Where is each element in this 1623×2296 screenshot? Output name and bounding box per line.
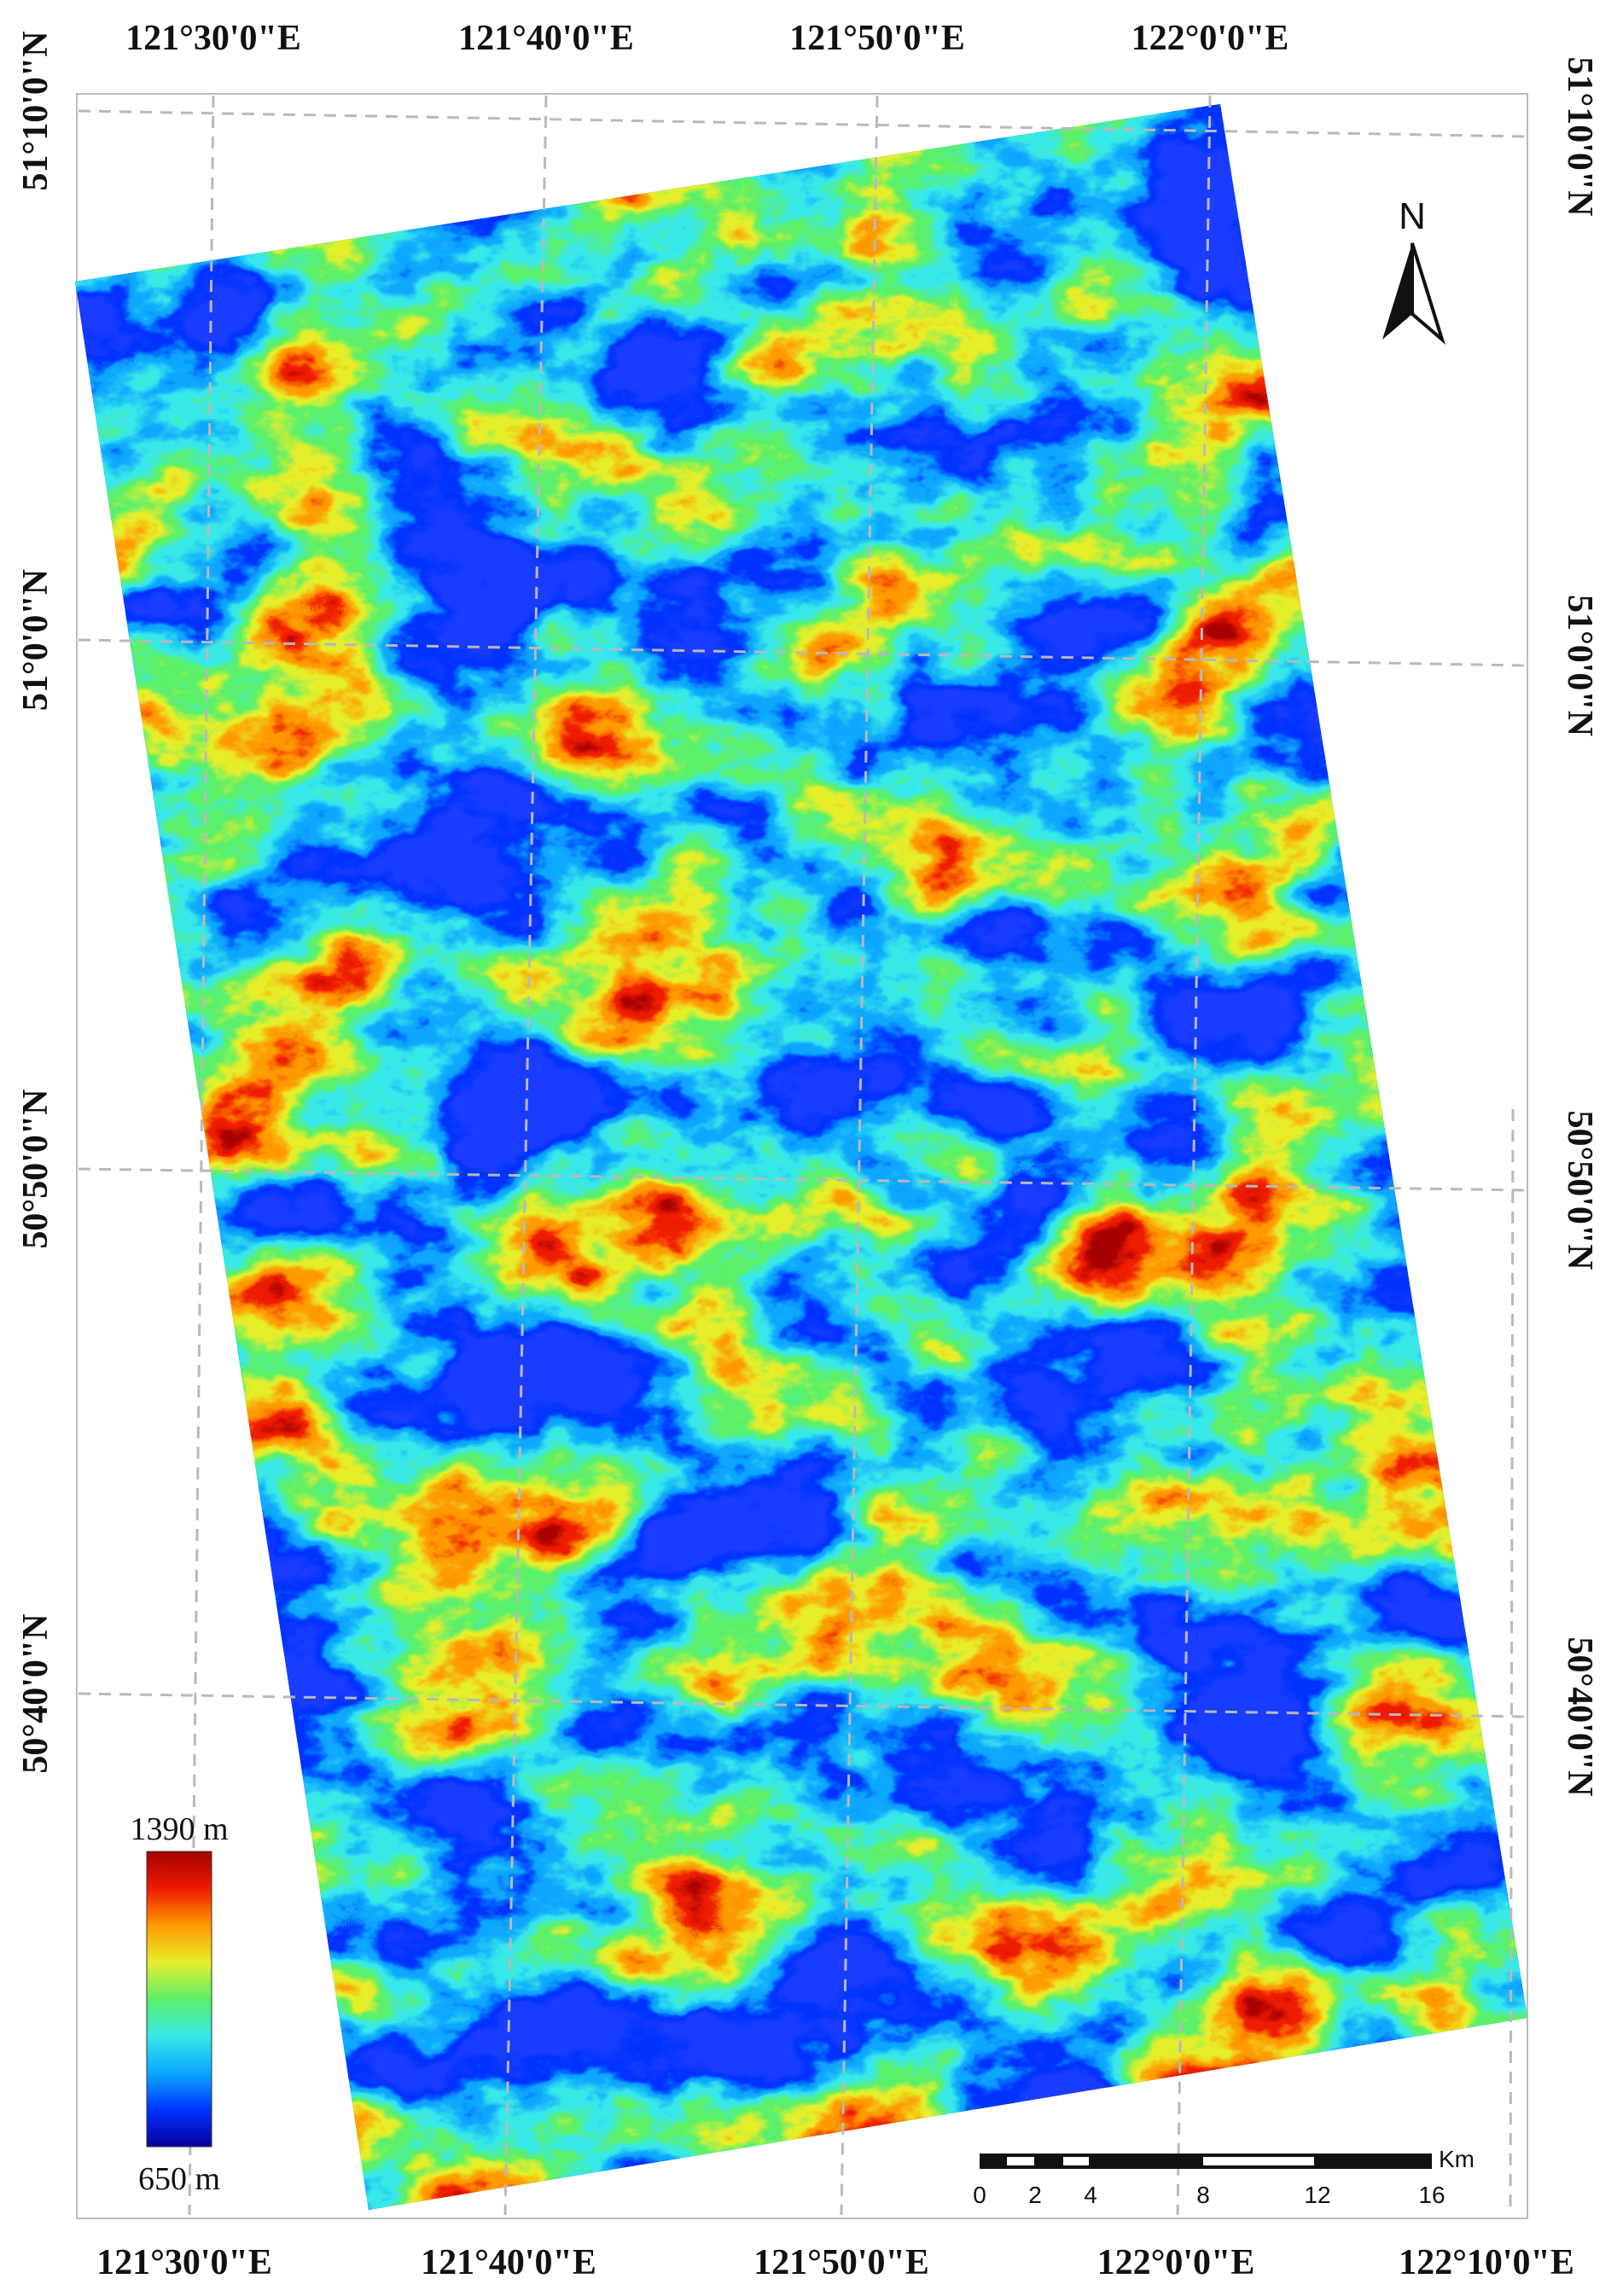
right-lat-label: 50°50'0"N <box>1560 1110 1599 1270</box>
scale-tick-label: 12 <box>1304 2182 1330 2208</box>
top-lon-label: 121°50'0"E <box>789 19 965 58</box>
north-arrow: N <box>1382 195 1446 346</box>
right-lat-label: 50°40'0"N <box>1560 1636 1599 1796</box>
top-lon-label: 121°40'0"E <box>458 19 634 58</box>
scale-tick-label: 2 <box>1028 2182 1042 2208</box>
north-label: N <box>1399 195 1426 237</box>
graticule <box>78 95 1527 2216</box>
scale-tick-label: 4 <box>1084 2182 1097 2208</box>
left-lat-label: 51°0'0"N <box>16 569 55 711</box>
top-lon-label: 121°30'0"E <box>125 19 301 58</box>
map-frame <box>76 93 1528 2219</box>
top-lon-label: 122°0'0"E <box>1131 19 1289 58</box>
bottom-lon-label: 121°40'0"E <box>421 2243 596 2282</box>
left-lat-label: 51°10'0"N <box>16 31 55 190</box>
bottom-lon-label: 122°0'0"E <box>1097 2243 1255 2282</box>
legend-max-label: 1390 m <box>130 1811 228 1847</box>
right-lat-label: 51°0'0"N <box>1560 595 1599 736</box>
scale-bar: Km 0 2 4 8 12 16 <box>973 2146 1475 2208</box>
legend-min-label: 650 m <box>138 2161 220 2197</box>
legend-color-ramp <box>146 1851 212 2148</box>
bottom-lon-label: 121°30'0"E <box>96 2243 272 2282</box>
scale-tick-label: 16 <box>1418 2182 1445 2208</box>
left-lat-label: 50°40'0"N <box>16 1613 55 1773</box>
scale-tick-label: 8 <box>1196 2182 1210 2208</box>
right-lat-label: 51°10'0"N <box>1560 56 1599 216</box>
elevation-legend: 1390 m 650 m <box>130 1811 228 2197</box>
north-arrow-icon <box>1382 242 1446 346</box>
left-lat-label: 50°50'0"N <box>16 1089 55 1248</box>
scale-unit: Km <box>1439 2146 1475 2172</box>
bottom-lon-label: 122°10'0"E <box>1399 2243 1574 2282</box>
scale-tick-label: 0 <box>973 2182 986 2208</box>
bottom-lon-label: 121°50'0"E <box>753 2243 929 2282</box>
